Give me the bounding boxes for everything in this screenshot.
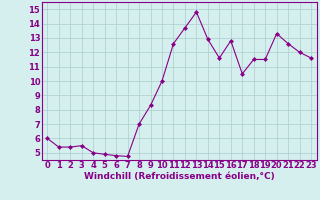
X-axis label: Windchill (Refroidissement éolien,°C): Windchill (Refroidissement éolien,°C) (84, 172, 275, 181)
